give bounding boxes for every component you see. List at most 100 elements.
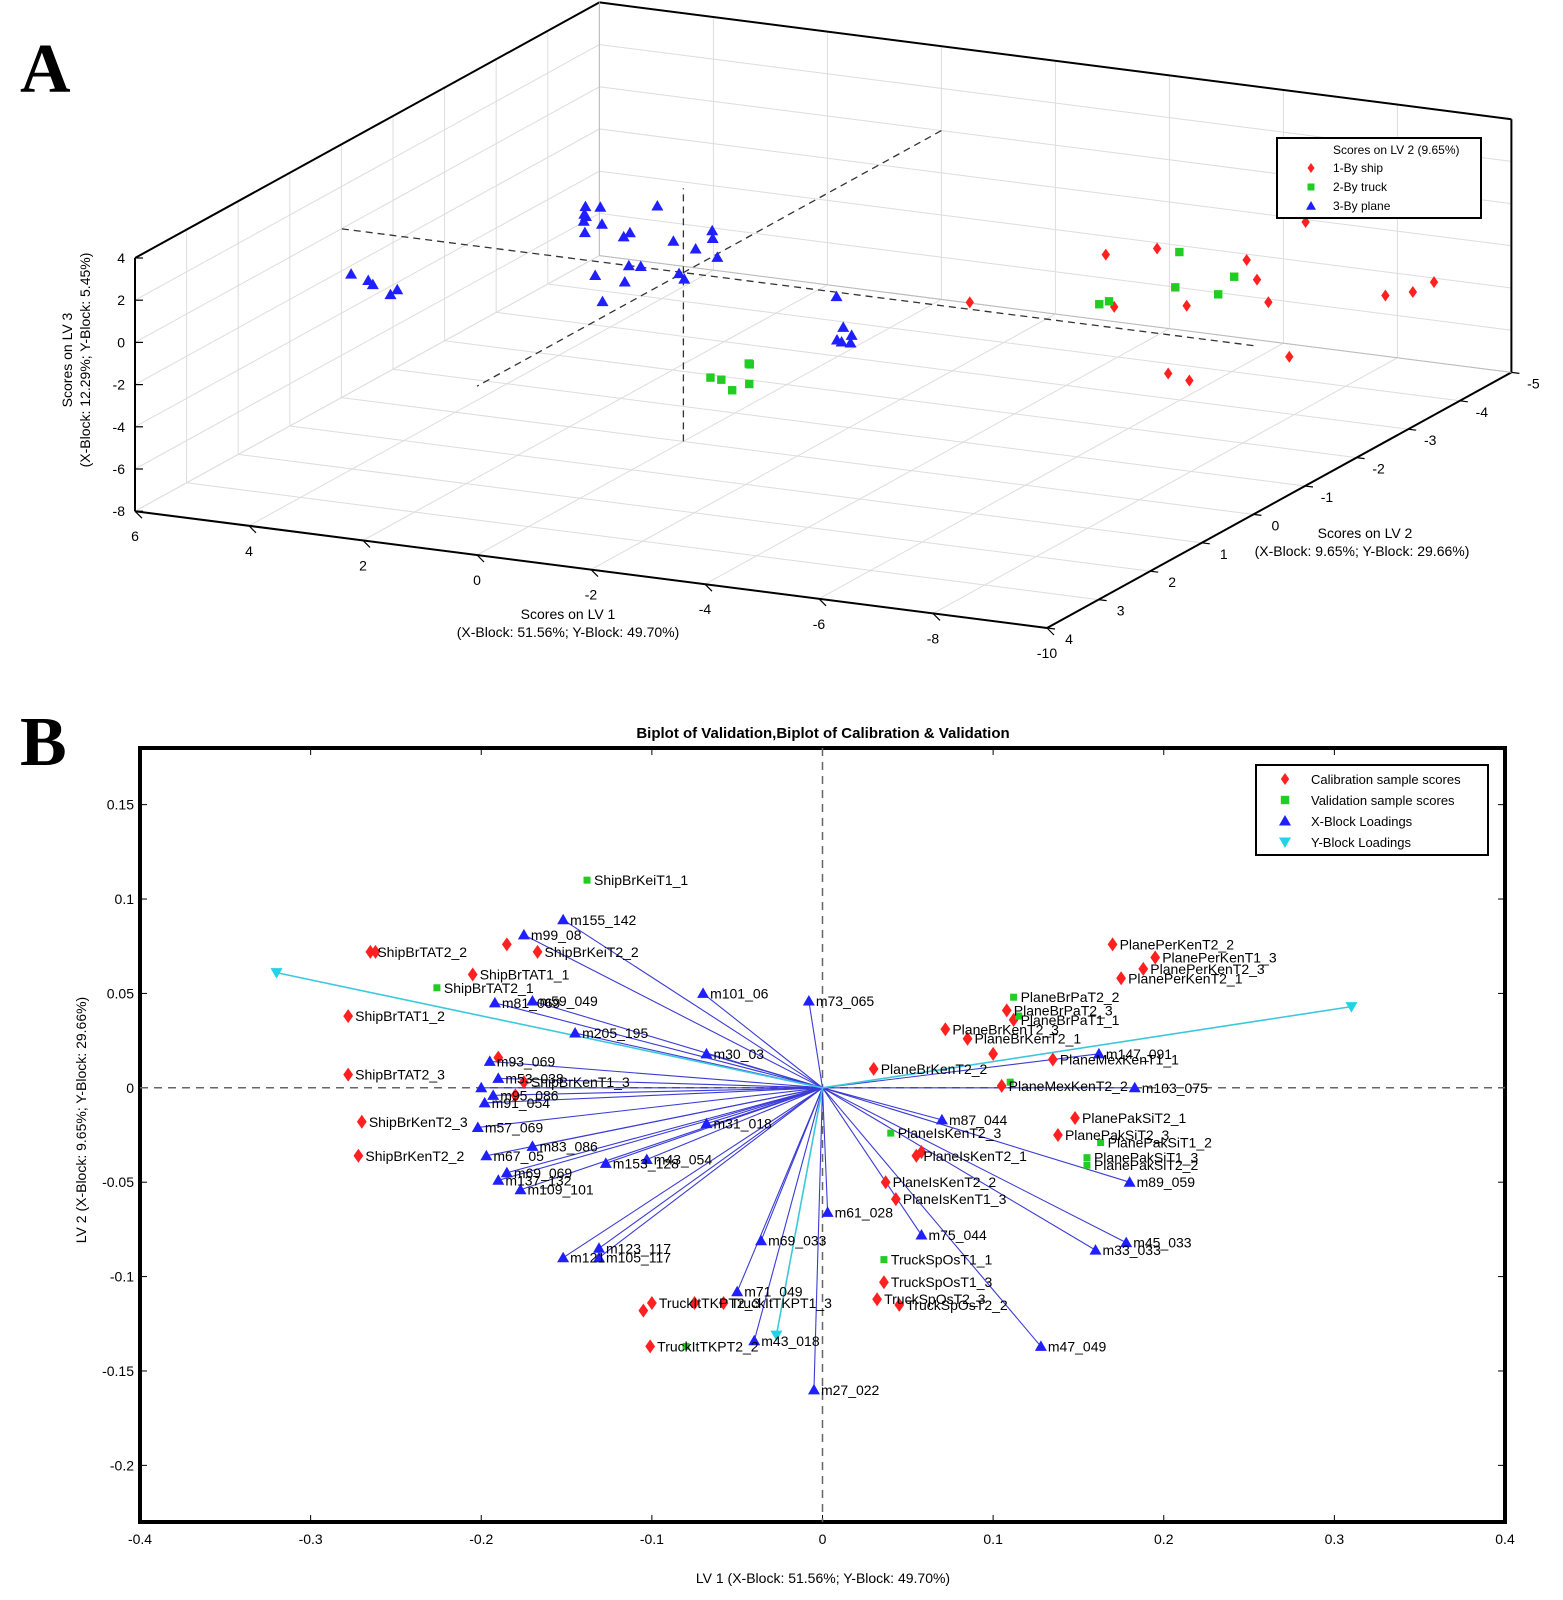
plane-point <box>622 259 635 271</box>
tick-label-y: 3 <box>1117 603 1125 619</box>
calibration-point <box>916 1144 927 1159</box>
tick-label-x: 0 <box>819 1531 827 1547</box>
x-loading-line <box>562 1087 823 1259</box>
calibration-label: ShipBrTAT2_2 <box>377 944 467 960</box>
tick-y <box>1150 570 1159 573</box>
x-loading-point <box>640 1153 653 1165</box>
tick-label-x: -4 <box>699 601 712 617</box>
x-loading-line <box>702 992 823 1089</box>
calibration-point <box>343 1009 354 1024</box>
tick-label-y: 0 <box>1272 517 1280 533</box>
panel-b-biplot: B Biplot of Validation,Biplot of Calibra… <box>20 704 1515 1586</box>
tick-label-z: -4 <box>113 419 126 435</box>
x-loading-label: m91_054 <box>492 1095 551 1111</box>
validation-point <box>1006 1078 1014 1086</box>
validation-point <box>682 1342 690 1350</box>
tick-x <box>1046 627 1055 636</box>
calibration-point <box>1070 1111 1080 1126</box>
axis-z-title: Scores on LV 3 <box>59 312 75 407</box>
calibration-point <box>962 1031 973 1046</box>
x-loading-line <box>822 1087 1130 1183</box>
grid-floor-y <box>392 368 1306 487</box>
tick-label-y: -5 <box>1527 375 1540 391</box>
tick-label-x: -0.2 <box>469 1531 493 1547</box>
x-loading-label: m109_101 <box>527 1182 593 1198</box>
tick-label-y: 1 <box>1220 546 1228 562</box>
grid-side-z <box>134 170 600 428</box>
legend-b-marker <box>1280 773 1290 785</box>
tick-label-y: -2 <box>1372 461 1385 477</box>
plane-point <box>623 226 636 238</box>
ship-point <box>965 296 974 309</box>
x-loading-point <box>487 1089 500 1100</box>
x-loading-label: m83_086 <box>539 1138 598 1154</box>
grid-floor-x <box>704 328 1170 585</box>
x-loading-point <box>1120 1236 1133 1248</box>
truck-point <box>745 360 755 369</box>
axis-x-subtitle: (X-Block: 51.56%; Y-Block: 49.70%) <box>457 624 680 640</box>
plane-point <box>589 269 602 280</box>
x-loading-line <box>822 1087 922 1236</box>
x-loading-point <box>569 1027 582 1038</box>
x-loading-line <box>489 1060 823 1089</box>
calibration-label: PlanePerKenT2_2 <box>1120 936 1235 952</box>
plane-point <box>579 200 592 212</box>
x-loading-label: m31_018 <box>713 1116 772 1132</box>
plane-point <box>651 200 664 211</box>
x-loading-point <box>478 1096 491 1108</box>
x-loading-line <box>562 919 823 1089</box>
ship-point <box>1408 285 1418 298</box>
calibration-point <box>646 1296 657 1311</box>
tick-label-y: -1 <box>1321 489 1334 505</box>
legend-b-box <box>1255 764 1489 856</box>
calibration-point <box>370 944 381 959</box>
plane-point <box>689 242 702 254</box>
calibration-label: PlaneIsKenT2_2 <box>893 1174 997 1190</box>
x-loading-point <box>517 928 530 940</box>
tick-x <box>932 612 941 621</box>
grid-floor-y <box>341 397 1254 515</box>
tick-label-x: -8 <box>927 630 940 646</box>
calibration-point <box>1116 971 1126 986</box>
calibration-label: ShipBrTAT1_1 <box>480 967 570 983</box>
calibration-point <box>467 967 478 982</box>
axis-y-line <box>1046 371 1512 629</box>
calibration-label: PlanePerKenT2_3 <box>1150 961 1265 977</box>
x-loading-point <box>475 1081 488 1093</box>
calibration-point <box>890 1192 901 1207</box>
x-loading-label: m47_049 <box>1048 1338 1107 1354</box>
grid-floor-y <box>289 425 1202 544</box>
x-loading-point <box>802 994 815 1006</box>
x-loading-line <box>493 1087 823 1096</box>
validation-label: PlaneBrPaT2_2 <box>1021 989 1120 1005</box>
plane-point <box>830 290 843 302</box>
calibration-label: PlanePakSiT2_1 <box>1082 1110 1187 1126</box>
calibration-label: PlaneBrKenT2_2 <box>881 1061 988 1077</box>
grid-floor-y <box>238 453 1151 572</box>
ship-point <box>1252 273 1262 286</box>
box-top-back-edge <box>599 1 1512 121</box>
x-loading-line <box>753 1087 824 1341</box>
x-loading-point <box>483 1055 496 1066</box>
tick-label-y: -0.1 <box>110 1269 134 1285</box>
truck-point <box>717 375 726 384</box>
box-back-floor-edge <box>599 255 1512 373</box>
legend-b-marker <box>1280 795 1290 805</box>
truck-point <box>727 386 737 395</box>
tick-label-y: 0 <box>126 1080 134 1096</box>
x-loading-label: m53_038 <box>505 1070 564 1086</box>
x-loading-label: m43_018 <box>761 1333 820 1349</box>
calibration-point <box>510 1088 521 1103</box>
validation-label: ShipBrKeiT1_1 <box>594 872 688 888</box>
truck-point <box>1230 272 1239 281</box>
plane-point <box>384 288 397 300</box>
ship-point <box>1264 296 1273 309</box>
tick-label-x: -10 <box>1037 645 1057 661</box>
x-loading-point <box>1123 1176 1136 1187</box>
tick-x <box>704 583 713 592</box>
x-loading-label: m121 <box>570 1250 605 1266</box>
validation-point <box>1015 1012 1023 1020</box>
plane-point <box>595 218 608 229</box>
tick-label-x: 4 <box>245 543 253 559</box>
x-loading-point <box>599 1157 612 1168</box>
